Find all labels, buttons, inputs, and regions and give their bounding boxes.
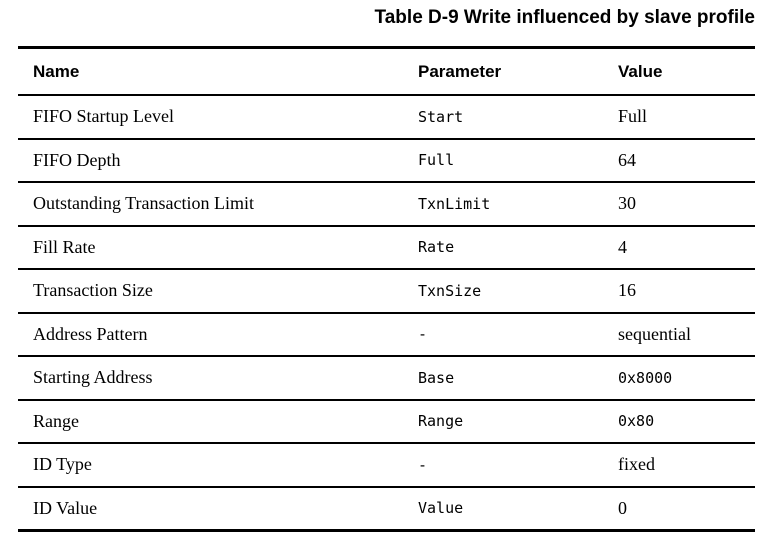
cell-parameter: Value xyxy=(418,499,464,518)
cell-name: FIFO Depth xyxy=(33,149,121,170)
cell-parameter: - xyxy=(418,455,428,474)
cell-name: FIFO Startup Level xyxy=(33,106,174,127)
column-header-value: Value xyxy=(618,61,663,81)
cell-value: 4 xyxy=(618,236,627,257)
cell-parameter: Base xyxy=(418,368,455,387)
table-row: Address Pattern - sequential xyxy=(18,313,755,356)
column-header-name: Name xyxy=(33,61,80,81)
table-row: Starting Address Base 0x8000 xyxy=(18,356,755,400)
table-row: Transaction Size TxnSize 16 xyxy=(18,269,755,313)
cell-parameter: Rate xyxy=(418,238,455,257)
column-header-parameter: Parameter xyxy=(418,61,502,81)
cell-value: 0x80 xyxy=(618,412,655,431)
cell-name: Starting Address xyxy=(33,367,153,388)
cell-name: Range xyxy=(33,410,79,431)
table-row: ID Value Value 0 xyxy=(18,487,755,531)
cell-value: 0x8000 xyxy=(618,368,673,387)
cell-parameter: Full xyxy=(418,151,455,170)
cell-parameter: TxnSize xyxy=(418,281,482,300)
cell-name: Transaction Size xyxy=(33,280,153,301)
table-title: Table D-9 Write influenced by slave prof… xyxy=(374,7,755,28)
cell-value: sequential xyxy=(618,323,691,344)
cell-name: ID Value xyxy=(33,497,98,518)
table-body: FIFO Startup Level Start Full FIFO Depth… xyxy=(18,95,755,531)
cell-value: 30 xyxy=(618,193,636,214)
cell-value: Full xyxy=(618,106,648,127)
cell-value: fixed xyxy=(618,454,655,475)
table-row: Range Range 0x80 xyxy=(18,400,755,443)
table-row: Fill Rate Rate 4 xyxy=(18,226,755,269)
cell-parameter: Range xyxy=(418,412,464,431)
table-row: FIFO Depth Full 64 xyxy=(18,139,755,182)
slave-profile-table: Name Parameter Value FIFO Startup Level … xyxy=(18,46,755,532)
table-header: Name Parameter Value xyxy=(18,47,755,95)
cell-parameter: Start xyxy=(418,107,464,126)
cell-value: 64 xyxy=(618,149,636,170)
table-row: ID Type - fixed xyxy=(18,443,755,487)
cell-parameter: - xyxy=(418,325,428,344)
cell-name: Fill Rate xyxy=(33,236,96,257)
cell-parameter: TxnLimit xyxy=(418,194,491,213)
table-row: FIFO Startup Level Start Full xyxy=(18,95,755,139)
cell-name: Address Pattern xyxy=(33,323,148,344)
cell-value: 0 xyxy=(618,497,627,518)
header-row: Name Parameter Value xyxy=(18,47,755,95)
cell-name: ID Type xyxy=(33,454,92,475)
cell-value: 16 xyxy=(618,280,636,301)
cell-name: Outstanding Transaction Limit xyxy=(33,193,255,214)
table-row: Outstanding Transaction Limit TxnLimit 3… xyxy=(18,182,755,226)
